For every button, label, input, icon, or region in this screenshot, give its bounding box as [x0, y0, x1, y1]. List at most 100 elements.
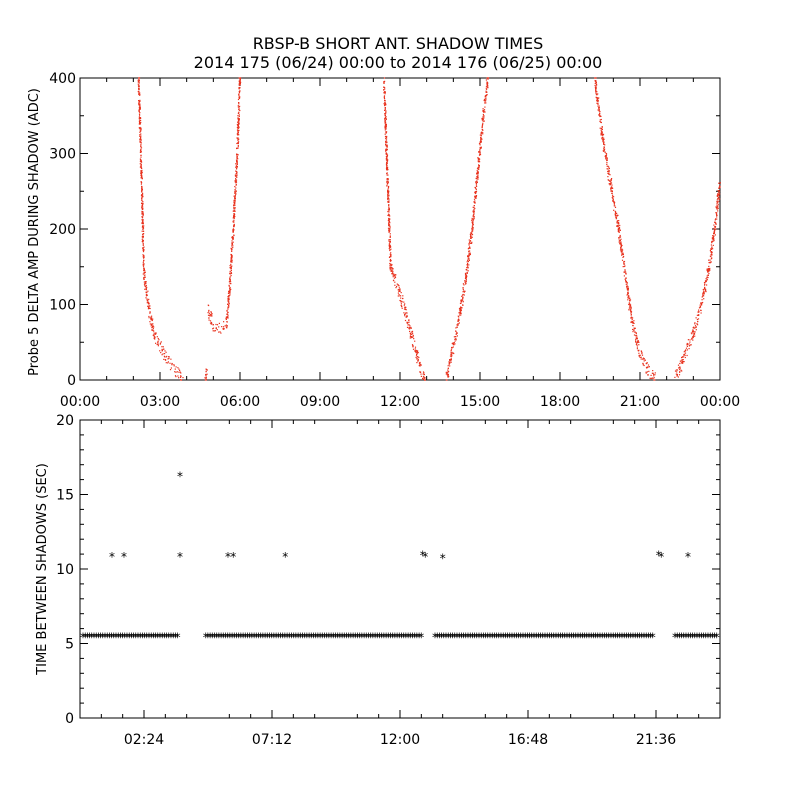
amplitude-point — [232, 229, 234, 231]
amplitude-point — [445, 373, 447, 375]
amplitude-point — [447, 373, 449, 375]
amplitude-point — [621, 250, 623, 252]
amplitude-point — [458, 319, 460, 322]
amplitude-point — [230, 268, 232, 270]
amplitude-point — [228, 284, 230, 286]
amplitude-point — [619, 224, 621, 227]
amplitude-point — [458, 318, 460, 320]
amplitude-point — [231, 240, 233, 242]
amplitude-point — [387, 227, 390, 229]
interval-baseline-point: * — [270, 631, 277, 645]
amplitude-point — [480, 147, 482, 149]
amplitude-point — [600, 121, 602, 124]
interval-baseline-point: * — [117, 631, 124, 645]
amplitude-point — [479, 154, 482, 156]
amplitude-point — [178, 371, 180, 373]
amplitude-point — [385, 153, 387, 155]
amplitude-point — [383, 95, 386, 97]
amplitude-point — [204, 377, 206, 379]
amplitude-point — [465, 283, 467, 285]
amplitude-point — [409, 337, 411, 339]
amplitude-point — [417, 358, 419, 360]
amplitude-point — [610, 180, 612, 182]
interval-baseline-point: * — [305, 631, 312, 645]
amplitude-point — [230, 272, 232, 274]
amplitude-point — [623, 263, 625, 265]
amplitude-point — [692, 330, 694, 332]
amplitude-point — [473, 198, 476, 200]
amplitude-point — [388, 224, 390, 227]
amplitude-point — [139, 114, 141, 116]
interval-baseline-point: * — [404, 631, 411, 645]
amplitude-point — [707, 271, 709, 273]
amplitude-point — [385, 123, 387, 125]
interval-baseline-point: * — [506, 631, 513, 645]
interval-baseline-point: * — [132, 631, 139, 645]
interval-baseline-point: * — [391, 631, 398, 645]
amplitude-point — [679, 360, 681, 362]
interval-baseline-point: * — [119, 631, 126, 645]
amplitude-point — [389, 264, 391, 266]
amplitude-point — [455, 327, 457, 329]
amplitude-point — [216, 329, 218, 331]
amplitude-point — [464, 272, 467, 274]
amplitude-point — [151, 317, 153, 319]
amplitude-point — [484, 96, 486, 98]
amplitude-point — [414, 348, 416, 350]
amplitude-point — [238, 115, 240, 117]
amplitude-point — [228, 303, 230, 305]
amplitude-point — [155, 332, 157, 334]
amplitude-point — [140, 164, 142, 166]
interval-baseline-point: * — [640, 631, 647, 645]
amplitude-point — [149, 321, 151, 323]
amplitude-point — [679, 367, 681, 369]
interval-point: * — [658, 550, 665, 564]
amplitude-point — [142, 206, 144, 208]
amplitude-point — [475, 196, 477, 198]
amplitude-point — [210, 311, 212, 313]
amplitude-point — [686, 343, 688, 345]
amplitude-point — [138, 77, 140, 79]
amplitude-point — [487, 87, 489, 89]
amplitude-point — [233, 215, 235, 217]
interval-baseline-point: * — [497, 631, 504, 645]
amplitude-point — [599, 119, 601, 121]
amplitude-point — [641, 358, 644, 360]
amplitude-point — [475, 197, 477, 199]
amplitude-point — [238, 111, 240, 113]
interval-baseline-point: * — [253, 631, 260, 645]
amplitude-point — [384, 129, 386, 131]
amplitude-point — [390, 263, 392, 265]
amplitude-point — [620, 247, 622, 249]
amplitude-point — [411, 337, 413, 339]
interval-baseline-point: * — [228, 631, 235, 645]
amplitude-point — [147, 290, 149, 292]
amplitude-point — [387, 181, 389, 183]
amplitude-point — [477, 157, 479, 159]
amplitude-point — [403, 308, 406, 310]
amplitude-point — [706, 279, 708, 281]
amplitude-point — [485, 102, 487, 104]
amplitude-point — [474, 196, 477, 199]
amplitude-point — [416, 352, 418, 354]
amplitude-point — [477, 174, 479, 176]
amplitude-point — [629, 298, 631, 300]
amplitude-point — [229, 291, 231, 293]
amplitude-point — [141, 219, 143, 221]
amplitude-point — [151, 327, 153, 329]
interval-baseline-point: * — [358, 631, 365, 645]
amplitude-point — [470, 232, 472, 235]
amplitude-point — [393, 277, 396, 279]
amplitude-point — [144, 285, 147, 287]
amplitude-point — [595, 83, 598, 85]
interval-baseline-point: * — [148, 631, 155, 645]
interval-baseline-point: * — [671, 631, 678, 645]
amplitude-point — [618, 241, 620, 243]
amplitude-point — [470, 236, 472, 238]
amplitude-point — [139, 108, 141, 110]
amplitude-point — [462, 301, 464, 303]
amplitude-point — [697, 324, 699, 326]
amplitude-point — [385, 158, 387, 160]
amplitude-point — [475, 182, 477, 184]
interval-baseline-point: * — [82, 631, 89, 645]
